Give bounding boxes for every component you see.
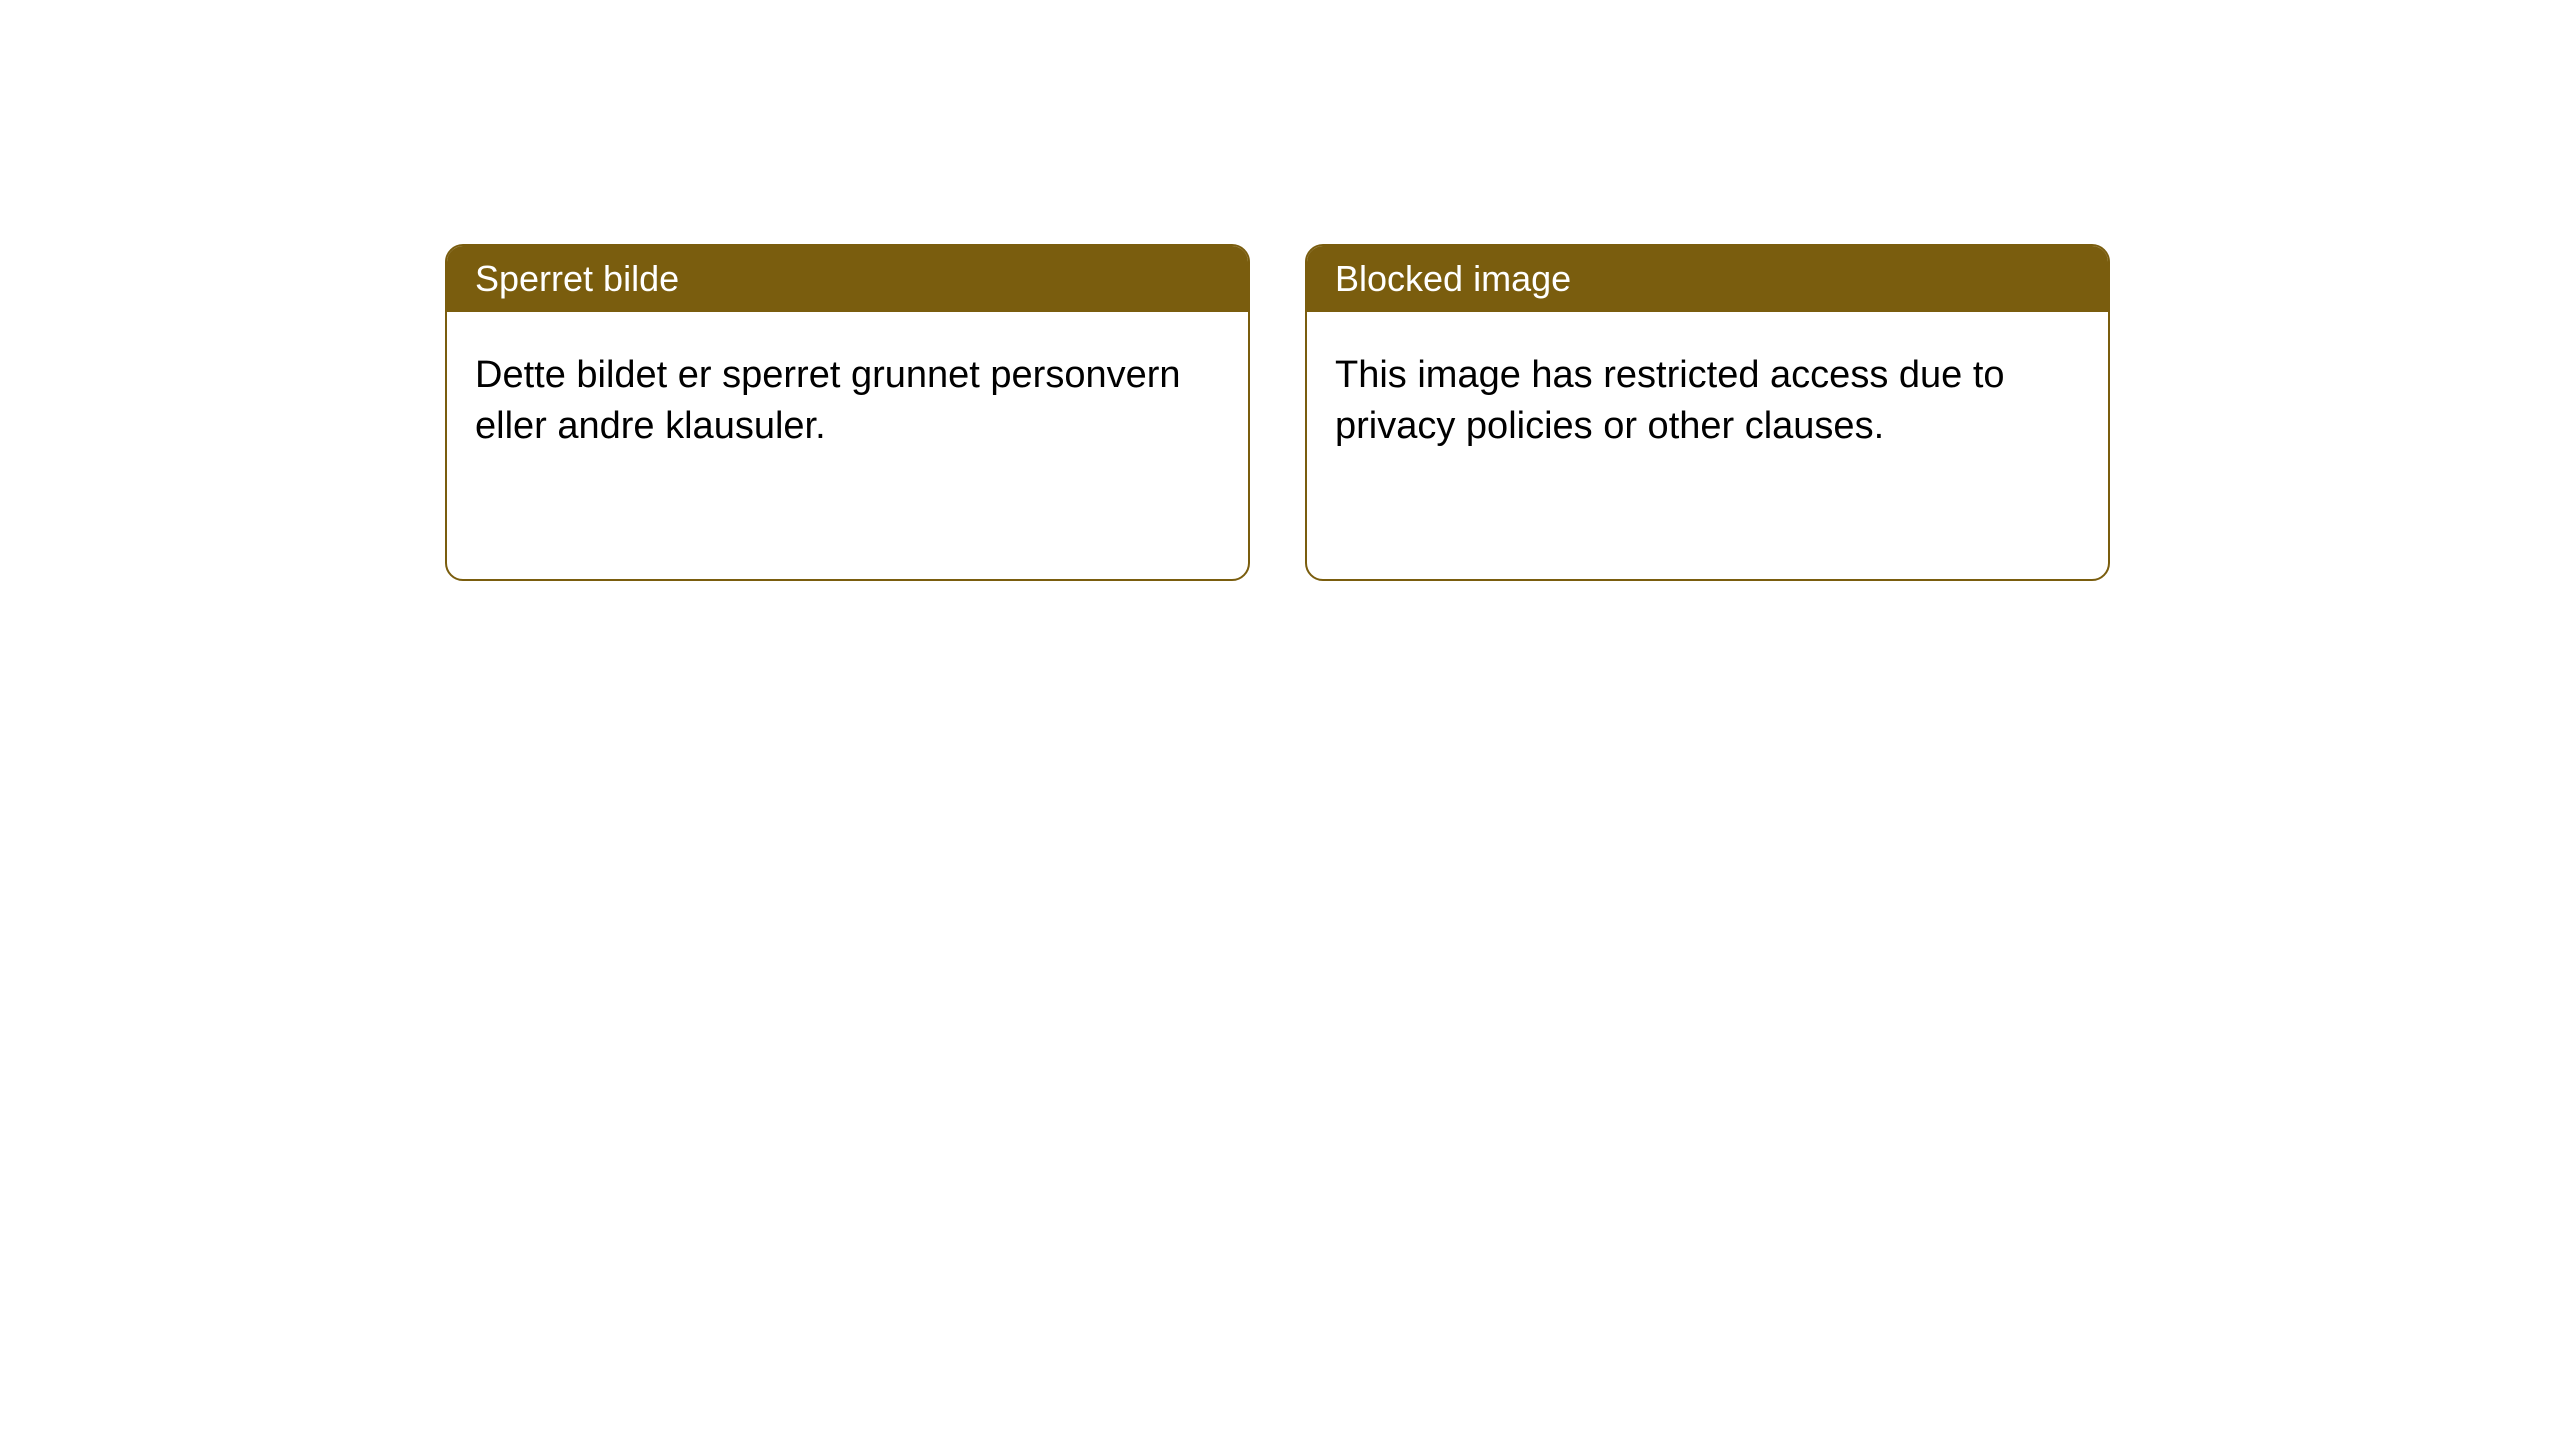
card-title: Sperret bilde	[475, 258, 679, 299]
card-body: This image has restricted access due to …	[1307, 312, 2108, 491]
notice-card-english: Blocked image This image has restricted …	[1305, 244, 2110, 581]
card-title: Blocked image	[1335, 258, 1571, 299]
card-body-text: Dette bildet er sperret grunnet personve…	[475, 354, 1181, 447]
notice-card-norwegian: Sperret bilde Dette bildet er sperret gr…	[445, 244, 1250, 581]
card-header: Blocked image	[1307, 246, 2108, 312]
card-body: Dette bildet er sperret grunnet personve…	[447, 312, 1248, 491]
cards-container: Sperret bilde Dette bildet er sperret gr…	[0, 0, 2560, 581]
card-body-text: This image has restricted access due to …	[1335, 354, 2005, 447]
card-header: Sperret bilde	[447, 246, 1248, 312]
